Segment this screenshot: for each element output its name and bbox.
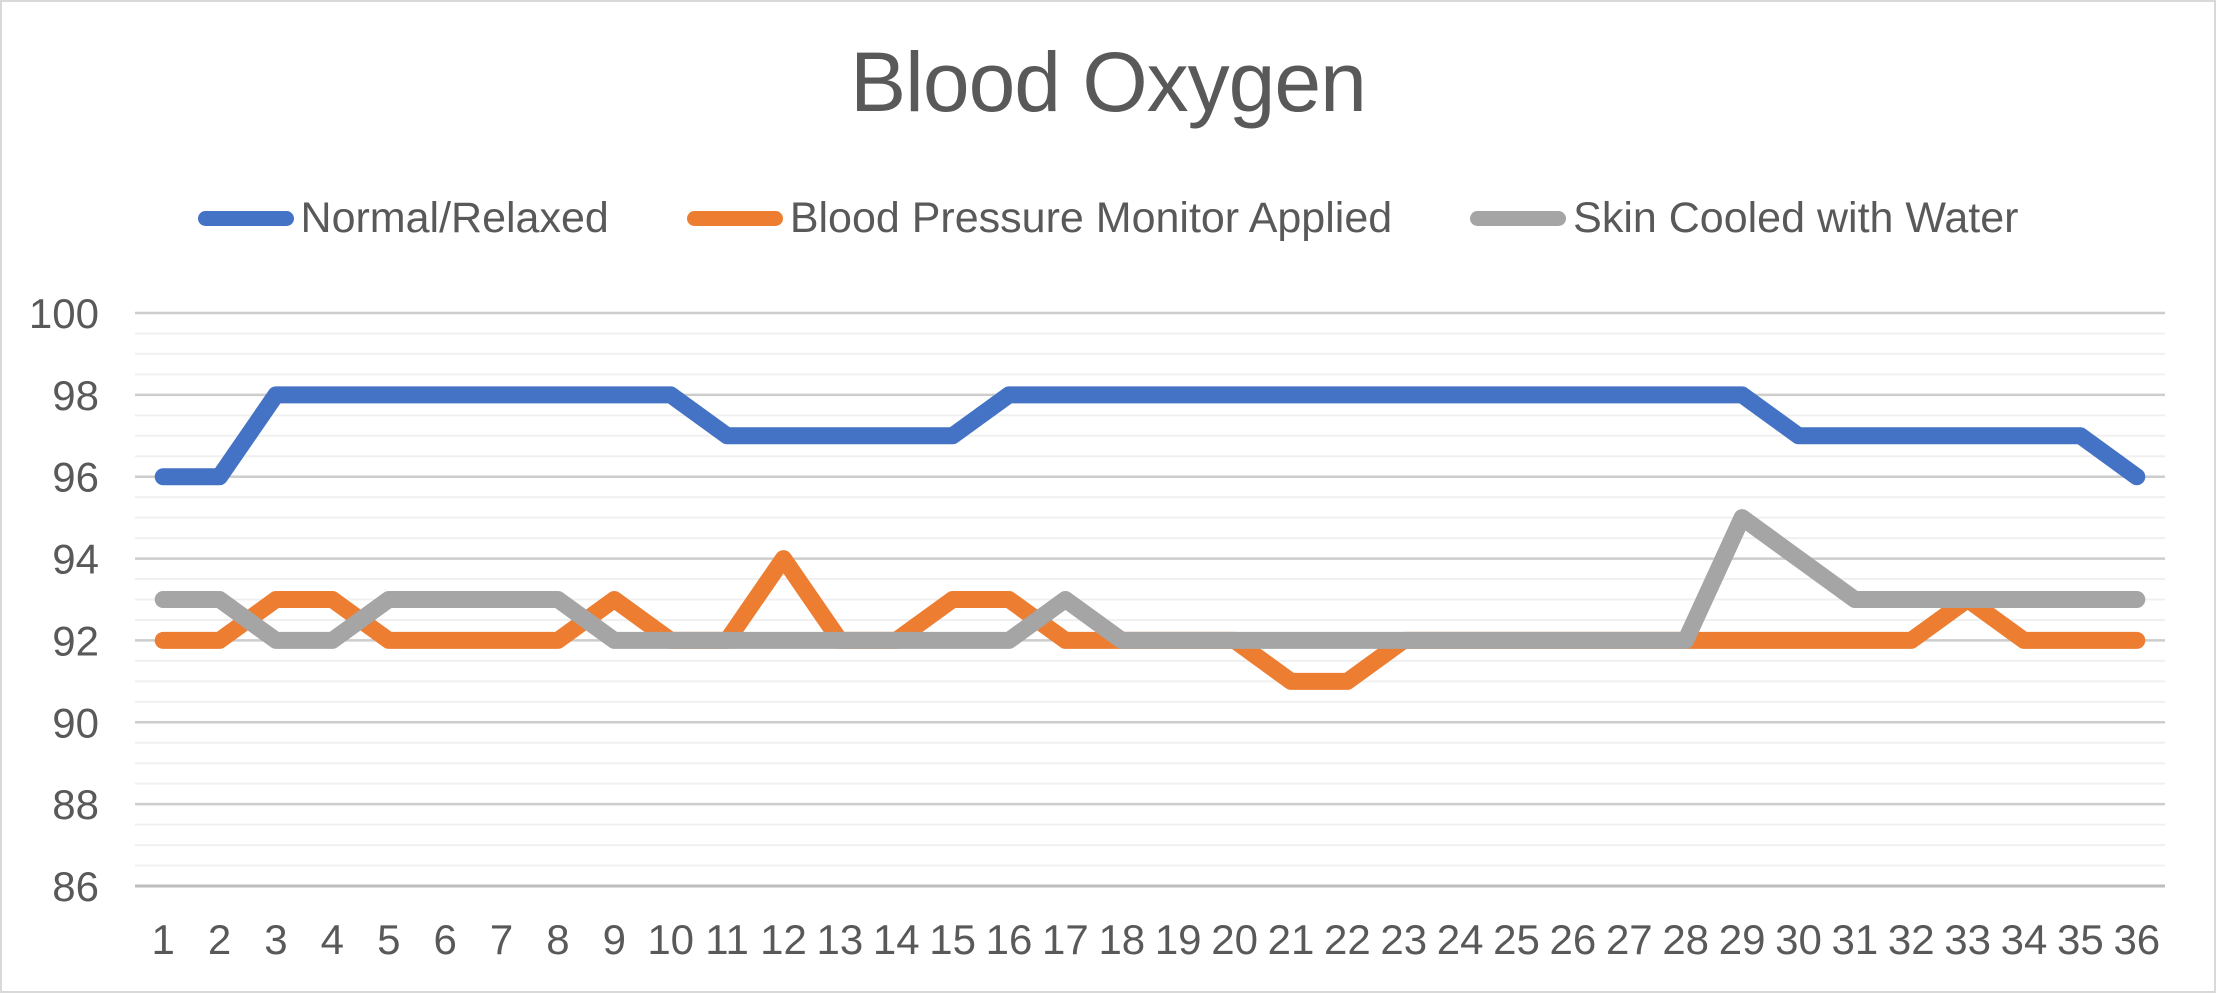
legend-line-swatch-gray xyxy=(1470,211,1567,226)
x-axis-tick-label: 3 xyxy=(264,916,287,963)
chart-title: Blood Oxygen xyxy=(850,35,1367,129)
x-axis-tick-label: 4 xyxy=(321,916,344,963)
legend-item-normal-relaxed: Normal/Relaxed xyxy=(197,194,609,243)
x-axis-tick-label: 5 xyxy=(377,916,400,963)
legend-line-swatch-orange xyxy=(686,211,783,226)
x-axis-tick-label: 22 xyxy=(1324,916,1371,963)
legend-label: Normal/Relaxed xyxy=(300,194,609,242)
x-axis-tick-label: 35 xyxy=(2057,916,2104,963)
legend: Normal/Relaxed Blood Pressure Monitor Ap… xyxy=(2,194,2214,243)
y-axis-tick-label: 94 xyxy=(52,536,99,583)
x-axis-tick-label: 10 xyxy=(647,916,694,963)
legend-label: Blood Pressure Monitor Applied xyxy=(789,194,1393,242)
x-axis-tick-label: 29 xyxy=(1719,916,1766,963)
x-axis-tick-label: 18 xyxy=(1098,916,1145,963)
x-axis-tick-label: 27 xyxy=(1606,916,1653,963)
x-axis-tick-label: 6 xyxy=(433,916,456,963)
x-axis-tick-label: 25 xyxy=(1493,916,1540,963)
series-line-skin-cooled-with-water xyxy=(154,509,2146,649)
y-axis-tick-label: 92 xyxy=(52,617,99,664)
x-axis-tick-label: 14 xyxy=(873,916,920,963)
y-axis-tick-label: 90 xyxy=(52,699,99,746)
x-axis-tick-label: 2 xyxy=(208,916,231,963)
x-axis-tick-label: 30 xyxy=(1775,916,1822,963)
x-axis-tick-label: 33 xyxy=(1944,916,1991,963)
x-axis-tick-label: 16 xyxy=(986,916,1033,963)
x-axis-tick-label: 12 xyxy=(760,916,807,963)
y-axis-tick-label: 88 xyxy=(52,781,99,828)
y-axis-labels: 86 88 90 92 94 96 98 100 xyxy=(29,290,99,910)
x-axis-tick-label: 9 xyxy=(603,916,626,963)
x-axis-tick-label: 20 xyxy=(1211,916,1258,963)
x-axis-tick-label: 26 xyxy=(1550,916,1597,963)
x-axis-tick-label: 17 xyxy=(1042,916,1089,963)
x-axis-tick-label: 1 xyxy=(152,916,175,963)
legend-item-skin-cooled-with-water: Skin Cooled with Water xyxy=(1470,194,2018,243)
x-axis-tick-label: 32 xyxy=(1888,916,1935,963)
x-axis-tick-label: 34 xyxy=(2001,916,2048,963)
y-axis-tick-label: 96 xyxy=(52,454,99,501)
x-axis-tick-label: 31 xyxy=(1832,916,1879,963)
y-axis-tick-label: 86 xyxy=(52,863,99,910)
x-axis-tick-label: 15 xyxy=(929,916,976,963)
x-axis-tick-label: 8 xyxy=(546,916,569,963)
y-axis-tick-label: 100 xyxy=(29,290,99,337)
y-axis-tick-label: 98 xyxy=(52,372,99,419)
x-axis-tick-label: 23 xyxy=(1380,916,1427,963)
x-axis-tick-label: 28 xyxy=(1662,916,1709,963)
legend-item-blood-pressure-monitor-applied: Blood Pressure Monitor Applied xyxy=(686,194,1393,243)
legend-line-swatch-blue xyxy=(197,211,294,226)
x-axis-tick-label: 24 xyxy=(1437,916,1484,963)
series-line-normal-relaxed xyxy=(154,386,2146,486)
x-axis-labels: 1 2 3 4 5 6 7 8 9 10 11 12 13 14 15 16 17 18 19 20 21 22 23 24 2… xyxy=(152,916,2161,963)
x-axis-tick-label: 21 xyxy=(1268,916,1315,963)
x-axis-tick-label: 19 xyxy=(1155,916,1202,963)
legend-label: Skin Cooled with Water xyxy=(1573,194,2019,242)
x-axis-tick-label: 11 xyxy=(705,916,749,963)
x-axis-tick-label: 7 xyxy=(490,916,513,963)
x-axis-tick-label: 36 xyxy=(2113,916,2160,963)
x-axis-tick-label: 13 xyxy=(817,916,864,963)
